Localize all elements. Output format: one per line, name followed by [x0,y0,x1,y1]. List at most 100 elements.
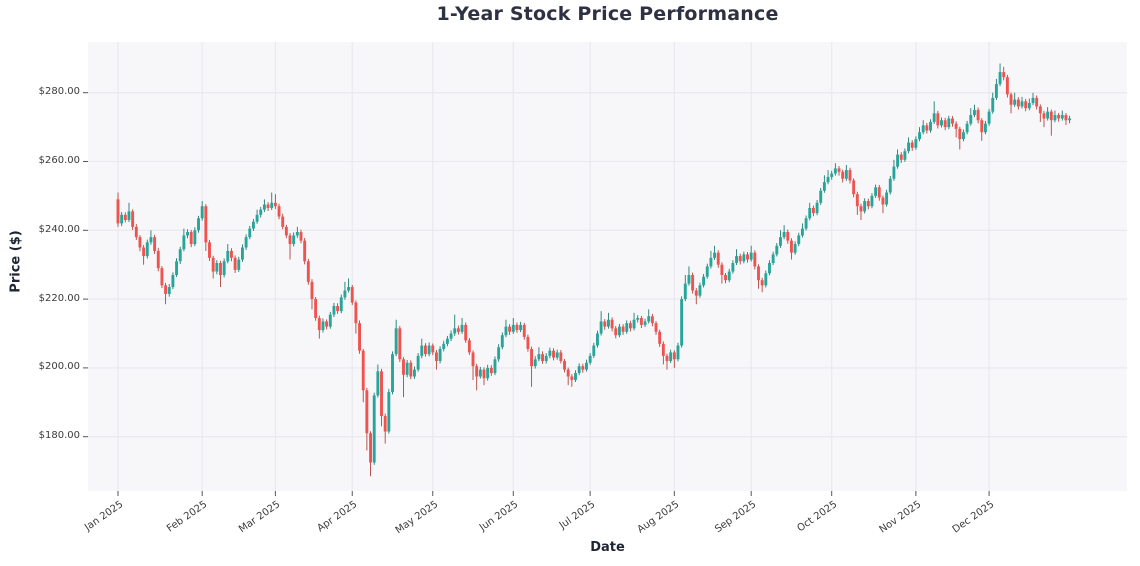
candle [303,237,307,265]
candle [262,199,266,213]
candle [914,136,918,150]
candle [815,200,819,216]
candle [870,193,874,209]
candle [317,315,321,339]
candle [577,363,581,376]
candle [511,318,515,334]
candle [460,318,464,334]
candle [643,318,647,327]
candle [442,340,446,352]
candle [266,202,270,212]
candle [910,140,914,151]
candle [811,205,815,217]
candle [800,223,804,238]
candle [874,184,878,198]
candle [943,117,947,131]
candle [482,367,486,386]
candle [321,318,325,333]
candle [456,325,460,335]
candle [515,322,519,333]
candle [705,263,709,279]
candle [665,353,669,370]
candle [138,235,142,252]
candle [969,108,973,126]
candle [270,192,274,211]
candle [713,245,717,260]
candle [537,347,541,362]
candle [592,342,596,358]
candle [724,272,728,284]
candle [149,230,153,245]
candle [632,312,636,331]
candle [134,224,138,240]
candle [863,198,867,214]
candle [277,203,281,220]
candle [980,118,984,141]
candle [416,353,420,372]
candle [1042,110,1046,128]
candle [672,350,676,368]
candle [585,359,588,372]
candle [899,152,903,163]
candle [866,198,870,210]
candle [431,343,435,356]
candle [533,356,537,369]
candle [369,431,372,477]
candle [702,273,706,288]
candle [1031,92,1035,106]
candle [797,232,801,247]
candle [994,78,998,100]
candle [215,260,219,275]
candle [855,191,859,215]
candle [544,353,548,364]
candle [822,175,826,193]
candle [361,348,365,403]
y-tick-label: $240.00 [38,223,80,235]
candle [775,243,779,257]
candle [1057,112,1061,122]
candle [164,282,168,305]
candle [940,117,943,128]
candle [200,201,204,221]
candle [175,258,179,278]
candle [314,297,318,321]
candle [929,119,932,133]
candle [746,251,749,263]
candle [273,194,277,209]
candle [976,107,980,124]
candle [683,275,687,302]
candle [962,129,965,142]
candle [548,347,552,359]
candle [519,321,523,333]
candle [833,163,837,176]
chart-title: 1-Year Stock Price Performance [436,3,779,25]
candle [588,353,592,365]
candle [731,260,735,274]
candle [420,338,424,359]
candle [299,229,303,244]
candle [427,342,431,357]
candle [508,324,512,335]
candle [365,387,369,451]
candle [339,294,343,314]
candle [936,110,940,129]
candle [1053,110,1057,123]
candle [204,204,208,251]
x-axis-label: Date [590,540,625,555]
candle [145,239,149,259]
candle [907,137,911,154]
candle [142,245,146,265]
candle [738,253,742,265]
candle [380,368,383,427]
candle [881,195,885,214]
candle [306,258,310,285]
candle [983,120,987,135]
candle [288,233,292,260]
candle [310,279,314,310]
candle [709,250,713,269]
candle [885,189,889,207]
candle [350,284,354,305]
candle [1020,96,1024,109]
candle [852,178,856,198]
